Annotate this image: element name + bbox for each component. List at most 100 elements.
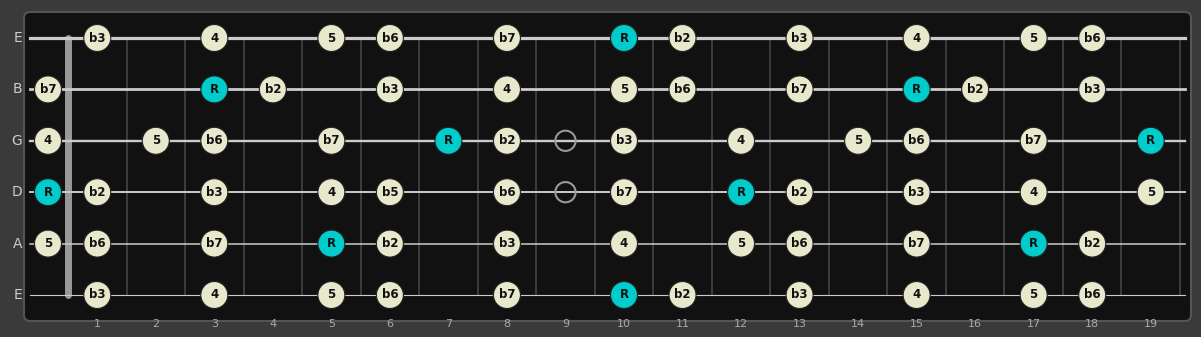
Text: 19: 19	[1143, 319, 1158, 329]
Circle shape	[494, 281, 520, 308]
Circle shape	[435, 127, 462, 154]
Text: 5: 5	[620, 83, 628, 96]
Circle shape	[84, 179, 110, 206]
Text: E: E	[13, 288, 22, 302]
Circle shape	[201, 127, 228, 154]
Circle shape	[494, 76, 520, 103]
Circle shape	[201, 230, 228, 257]
FancyBboxPatch shape	[24, 12, 1191, 321]
Text: 4: 4	[913, 31, 921, 44]
Text: 17: 17	[1027, 319, 1041, 329]
Text: b2: b2	[264, 83, 281, 96]
Text: b6: b6	[908, 134, 925, 147]
Text: 13: 13	[793, 319, 807, 329]
Text: b2: b2	[674, 288, 691, 302]
Text: R: R	[736, 186, 746, 199]
Text: R: R	[912, 83, 921, 96]
Circle shape	[787, 76, 813, 103]
Text: b6: b6	[1083, 31, 1100, 44]
Text: 18: 18	[1086, 319, 1099, 329]
Circle shape	[201, 76, 228, 103]
Text: G: G	[11, 134, 22, 148]
Text: 5: 5	[327, 288, 335, 302]
Text: 14: 14	[852, 319, 865, 329]
Text: 6: 6	[387, 319, 394, 329]
Circle shape	[201, 179, 228, 206]
Text: b7: b7	[207, 237, 222, 250]
Text: b6: b6	[382, 288, 399, 302]
Text: b2: b2	[89, 186, 106, 199]
Circle shape	[35, 127, 61, 154]
Circle shape	[494, 25, 520, 52]
Circle shape	[610, 76, 638, 103]
Text: b7: b7	[323, 134, 340, 147]
Text: 10: 10	[617, 319, 631, 329]
Circle shape	[610, 127, 638, 154]
Text: 5: 5	[44, 237, 52, 250]
Text: 8: 8	[503, 319, 510, 329]
Circle shape	[201, 281, 228, 308]
Text: b2: b2	[1085, 237, 1100, 250]
Circle shape	[728, 230, 754, 257]
Text: 9: 9	[562, 319, 569, 329]
Text: b3: b3	[791, 288, 808, 302]
Text: R: R	[43, 186, 53, 199]
Text: R: R	[327, 237, 336, 250]
Circle shape	[1137, 179, 1164, 206]
Text: b7: b7	[791, 83, 808, 96]
Text: b7: b7	[616, 186, 632, 199]
Text: b7: b7	[908, 237, 925, 250]
Text: b7: b7	[498, 31, 515, 44]
Text: b3: b3	[1085, 83, 1100, 96]
Circle shape	[376, 230, 404, 257]
Circle shape	[318, 281, 345, 308]
Text: b2: b2	[674, 31, 691, 44]
Circle shape	[318, 230, 345, 257]
Circle shape	[903, 281, 930, 308]
Circle shape	[1078, 76, 1106, 103]
Circle shape	[1020, 127, 1047, 154]
Circle shape	[1078, 230, 1106, 257]
Text: 5: 5	[1029, 31, 1038, 44]
Circle shape	[142, 127, 169, 154]
Text: b3: b3	[498, 237, 515, 250]
Text: 3: 3	[211, 319, 217, 329]
Text: b2: b2	[791, 186, 808, 199]
Text: 4: 4	[327, 186, 335, 199]
Text: 5: 5	[1147, 186, 1155, 199]
Circle shape	[610, 25, 638, 52]
Circle shape	[610, 179, 638, 206]
Text: R: R	[444, 134, 453, 147]
Text: 4: 4	[1029, 186, 1038, 199]
Circle shape	[201, 25, 228, 52]
Text: b3: b3	[89, 31, 106, 44]
Text: 2: 2	[153, 319, 160, 329]
Circle shape	[84, 230, 110, 257]
Circle shape	[903, 25, 930, 52]
Circle shape	[84, 281, 110, 308]
Text: 5: 5	[151, 134, 160, 147]
Text: b6: b6	[89, 237, 106, 250]
Text: 5: 5	[328, 319, 335, 329]
Text: 4: 4	[503, 83, 512, 96]
Text: 4: 4	[913, 288, 921, 302]
Text: 4: 4	[210, 31, 219, 44]
Circle shape	[259, 76, 286, 103]
Circle shape	[1020, 25, 1047, 52]
Text: 4: 4	[620, 237, 628, 250]
Circle shape	[1020, 230, 1047, 257]
Text: b3: b3	[791, 31, 808, 44]
Text: b6: b6	[382, 31, 399, 44]
Text: b7: b7	[40, 83, 56, 96]
Circle shape	[610, 281, 638, 308]
Text: 11: 11	[675, 319, 689, 329]
Circle shape	[35, 179, 61, 206]
Circle shape	[1137, 127, 1164, 154]
Text: R: R	[1029, 237, 1038, 250]
Text: 15: 15	[909, 319, 924, 329]
Circle shape	[376, 25, 404, 52]
Text: b6: b6	[207, 134, 222, 147]
Circle shape	[903, 179, 930, 206]
Circle shape	[787, 179, 813, 206]
Circle shape	[962, 76, 988, 103]
